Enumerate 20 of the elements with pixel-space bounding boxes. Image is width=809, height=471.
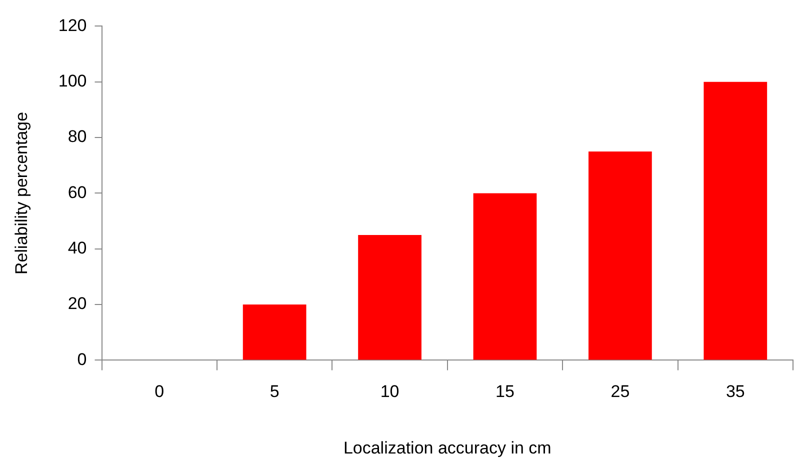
y-tick-label: 120 <box>58 16 87 35</box>
x-axis-title: Localization accuracy in cm <box>343 438 552 458</box>
x-tick-label: 35 <box>726 382 745 402</box>
y-tick-label: 0 <box>77 350 87 369</box>
x-tick-label: 0 <box>154 382 164 402</box>
bar <box>242 304 306 360</box>
bar <box>358 234 422 360</box>
y-tick-label: 80 <box>68 127 87 146</box>
bar <box>588 151 652 360</box>
y-tick-label: 60 <box>68 182 87 202</box>
y-axis-title: Reliability percentage <box>12 112 31 274</box>
bar <box>473 193 537 360</box>
y-tick-label: 100 <box>58 72 87 91</box>
x-tick-label: 10 <box>380 382 400 402</box>
y-tick-label: 20 <box>68 294 87 314</box>
x-tick-label: 5 <box>270 382 280 402</box>
bar <box>704 82 768 360</box>
y-tick-label: 40 <box>68 238 87 258</box>
x-tick-label: 15 <box>496 382 514 402</box>
x-tick-label: 25 <box>610 382 630 402</box>
